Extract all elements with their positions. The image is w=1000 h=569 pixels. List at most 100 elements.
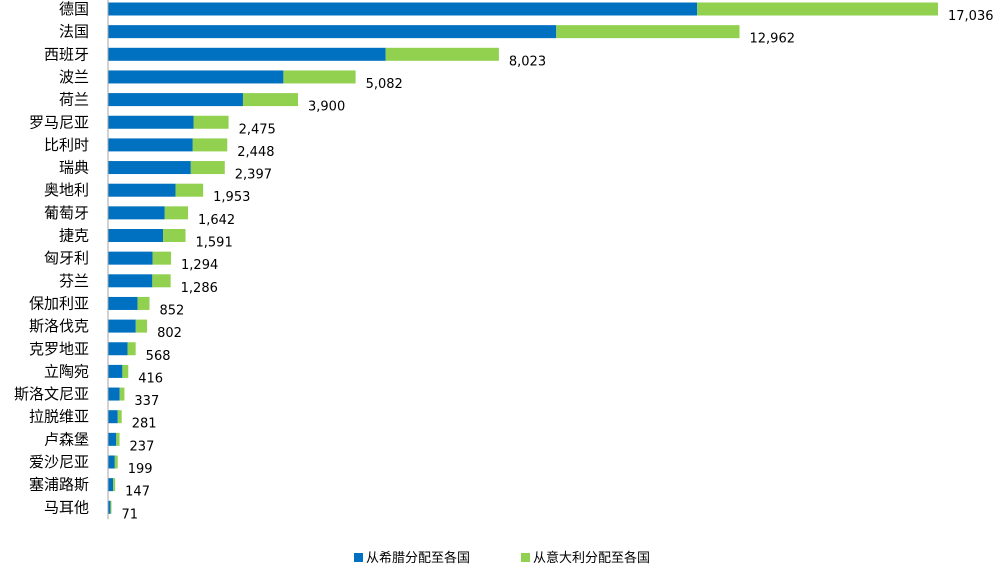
bar-segment-italy xyxy=(175,183,204,197)
value-label: 1,642 xyxy=(198,213,235,228)
bar-segment-greece xyxy=(108,47,386,61)
bar-segment-greece xyxy=(108,500,111,514)
category-label: 匈牙利 xyxy=(44,249,89,267)
category-label: 德国 xyxy=(59,0,89,18)
legend-label: 从意大利分配至各国 xyxy=(533,550,650,566)
category-label: 法国 xyxy=(59,23,89,41)
bar-segment-italy xyxy=(117,410,122,424)
value-label: 2,397 xyxy=(235,168,272,183)
value-label: 416 xyxy=(138,371,163,386)
bar-segment-italy xyxy=(556,25,740,39)
category-label: 塞浦路斯 xyxy=(29,476,89,494)
bar-segment-greece xyxy=(108,387,120,401)
value-label: 802 xyxy=(157,326,182,341)
category-labels: 德国法国西班牙波兰荷兰罗马尼亚比利时瑞典奥地利葡萄牙捷克匈牙利芬兰保加利亚斯洛伐… xyxy=(14,0,89,516)
category-label: 瑞典 xyxy=(59,159,89,177)
bar-segment-italy xyxy=(135,319,148,333)
category-label: 波兰 xyxy=(59,68,89,86)
category-label: 芬兰 xyxy=(59,272,89,290)
legend-swatch xyxy=(354,553,363,562)
bar-segment-italy xyxy=(122,364,129,378)
bar-segment-greece xyxy=(108,138,193,152)
value-label: 3,900 xyxy=(308,100,345,115)
bar-segment-italy xyxy=(114,455,118,469)
bar-segment-greece xyxy=(108,229,164,242)
value-label: 568 xyxy=(146,349,171,364)
category-label: 斯洛伐克 xyxy=(29,317,89,335)
category-label: 奥地利 xyxy=(44,181,89,199)
category-label: 克罗地亚 xyxy=(29,340,89,358)
value-label: 5,082 xyxy=(366,77,403,92)
bar-segment-greece xyxy=(108,432,117,446)
bar-segment-greece xyxy=(108,183,176,197)
category-label: 斯洛文尼亚 xyxy=(14,385,89,403)
legend: 从希腊分配至各国 从意大利分配至各国 xyxy=(354,550,650,566)
value-label: 281 xyxy=(132,417,157,432)
value-label: 2,448 xyxy=(237,145,274,160)
value-label: 237 xyxy=(130,439,155,454)
value-label: 1,286 xyxy=(181,281,218,296)
category-label: 葡萄牙 xyxy=(44,204,89,222)
bar-segment-greece xyxy=(108,410,118,424)
category-label: 立陶宛 xyxy=(44,362,89,380)
bar-segment-italy xyxy=(152,251,172,265)
value-label: 17,036 xyxy=(948,9,994,24)
category-label: 卢森堡 xyxy=(44,430,89,448)
bar-segment-italy xyxy=(116,432,120,446)
bar-segment-italy xyxy=(697,2,938,16)
bar-segment-greece xyxy=(108,364,123,378)
value-label: 337 xyxy=(134,394,159,409)
value-label: 852 xyxy=(160,303,185,318)
category-label: 马耳他 xyxy=(44,498,89,516)
value-label: 1,294 xyxy=(181,258,218,273)
bar-segment-italy xyxy=(193,115,229,129)
bar-segment-greece xyxy=(108,274,153,288)
value-label: 1,591 xyxy=(196,236,233,251)
bar-segment-greece xyxy=(108,251,153,265)
category-label: 保加利亚 xyxy=(29,294,89,312)
bars xyxy=(108,2,938,514)
bar-segment-italy xyxy=(110,500,112,514)
bar-segment-italy xyxy=(242,93,299,107)
category-label: 西班牙 xyxy=(44,45,89,63)
bar-segment-italy xyxy=(283,70,356,84)
category-label: 荷兰 xyxy=(59,91,89,109)
bar-segment-italy xyxy=(163,229,186,242)
value-label: 71 xyxy=(121,507,138,522)
bar-segment-greece xyxy=(108,342,128,356)
value-label: 2,475 xyxy=(239,122,276,137)
category-label: 罗马尼亚 xyxy=(29,113,89,131)
value-label: 8,023 xyxy=(509,54,546,69)
value-label: 147 xyxy=(125,485,150,500)
bar-segment-italy xyxy=(137,296,150,310)
bar-segment-greece xyxy=(108,25,557,39)
category-label: 捷克 xyxy=(59,227,89,245)
bar-segment-greece xyxy=(108,115,194,129)
value-label: 12,962 xyxy=(750,32,796,47)
bar-segment-greece xyxy=(108,93,243,107)
bar-segment-italy xyxy=(190,161,225,175)
value-labels: 17,036 12,962 8,023 5,082 3,900 2,475 2,448 2,3… xyxy=(121,9,993,522)
bar-segment-italy xyxy=(385,47,499,61)
bar-segment-greece xyxy=(108,455,115,469)
legend-swatch xyxy=(521,553,530,562)
category-label: 拉脱维亚 xyxy=(29,408,89,426)
bar-segment-greece xyxy=(108,70,284,84)
value-label: 1,953 xyxy=(213,190,250,205)
bar-segment-italy xyxy=(164,206,188,220)
bar-segment-greece xyxy=(108,478,114,492)
bar-segment-italy xyxy=(192,138,228,152)
bar-segment-italy xyxy=(113,478,116,492)
bar-segment-greece xyxy=(108,319,136,333)
bar-segment-italy xyxy=(152,274,171,288)
bar-segment-italy xyxy=(119,387,125,401)
category-label: 爱沙尼亚 xyxy=(29,453,89,471)
legend-label: 从希腊分配至各国 xyxy=(366,550,470,566)
bar-segment-greece xyxy=(108,206,165,220)
category-label: 比利时 xyxy=(44,136,89,154)
bar-segment-greece xyxy=(108,161,191,175)
bar-segment-greece xyxy=(108,2,698,16)
value-label: 199 xyxy=(128,462,153,477)
bar-segment-italy xyxy=(127,342,136,356)
